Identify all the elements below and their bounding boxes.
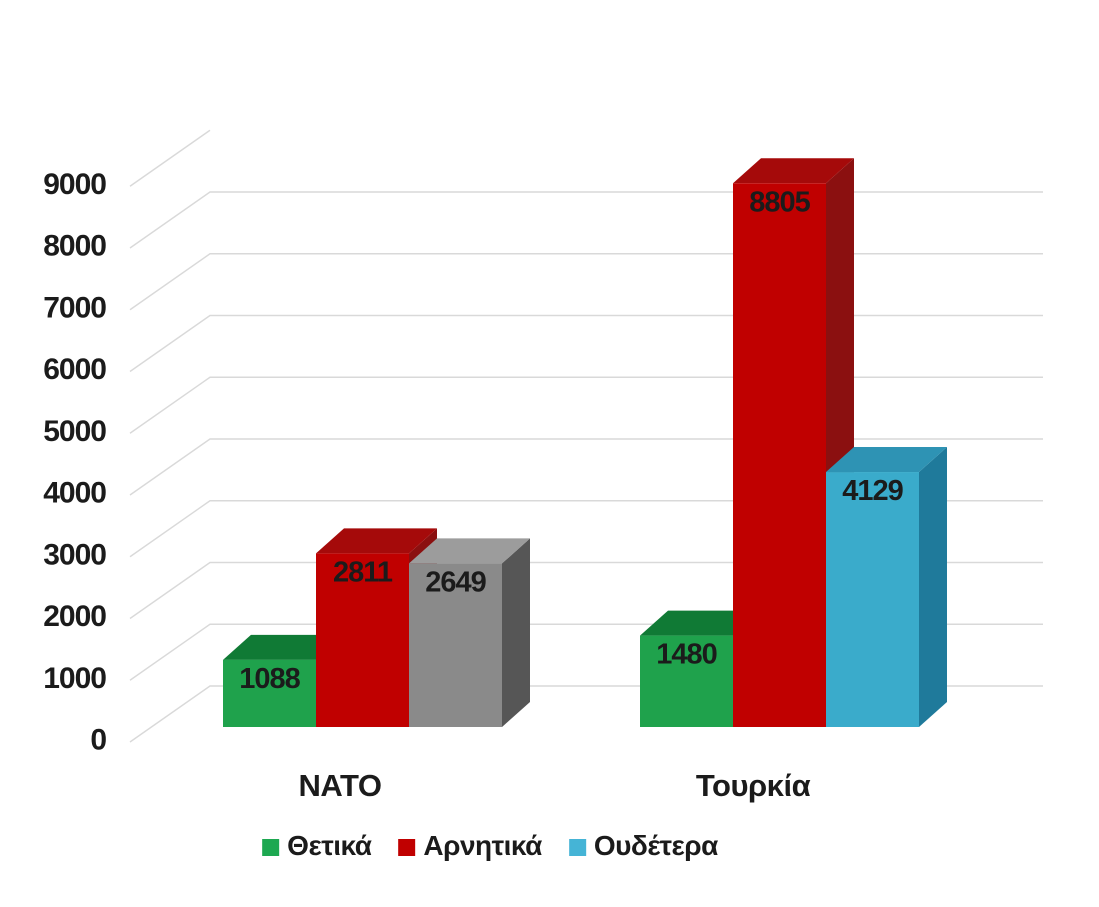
bar-top-face (316, 528, 437, 554)
bar-side-face (919, 447, 947, 727)
bar-top-face (640, 610, 761, 636)
legend-label-arnitika: Αρνητικά (423, 830, 542, 861)
gridline (129, 376, 1043, 434)
y-axis-tick-label: 4000 (43, 477, 106, 510)
gridlines (129, 129, 1043, 743)
bar-value-label: 8805 (749, 186, 810, 218)
y-axis-tick-label: 3000 (43, 538, 106, 571)
y-axis-tick-labels: 0 1000 2000 3000 4000 5000 6000 7000 8000 9000 (43, 168, 107, 757)
bar-front-face (733, 183, 826, 727)
bar-front-face (409, 563, 502, 727)
gridline (129, 191, 1043, 249)
legend-item-thetika: Θετικά (262, 830, 372, 862)
y-axis-tick-label: 9000 (43, 168, 106, 201)
bar-top-face (826, 447, 947, 473)
y-axis-tick-label: 6000 (43, 353, 106, 386)
chart-legend: Θετικά Αρνητικά Ουδέτερα (262, 830, 718, 862)
legend-swatch-thetika-icon (262, 838, 280, 856)
bar-front-face (640, 635, 733, 727)
legend-swatch-oudetera-icon (568, 838, 586, 856)
bar-front-face (223, 659, 316, 727)
bar-front-face (826, 472, 919, 727)
category-label-tourkia: Τουρκία (695, 768, 811, 803)
bar-value-label: 2649 (425, 566, 486, 598)
legend-swatch-arnitika-icon (398, 838, 416, 856)
bar-top-face (733, 158, 854, 184)
bar-value-label: 1088 (239, 663, 300, 695)
bar-NATO-Ουδέτερα: 2649 (409, 538, 530, 727)
bar-value-label: 2811 (333, 556, 393, 588)
legend-item-arnitika: Αρνητικά (398, 830, 542, 862)
gridline (129, 129, 211, 187)
bar-front-face (316, 553, 409, 727)
y-axis-tick-label: 8000 (43, 230, 106, 263)
legend-label-oudetera: Ουδέτερα (593, 830, 719, 861)
bar-side-face (502, 538, 530, 727)
bar-Τουρκία-Αρνητικά: 8805 (733, 158, 854, 727)
y-axis-tick-label: 0 (90, 724, 106, 757)
bar-value-label: 4129 (842, 475, 903, 507)
bar-top-face (409, 538, 530, 564)
y-axis-tick-label: 7000 (43, 291, 106, 324)
gridline (129, 314, 1043, 373)
y-axis-tick-label: 1000 (43, 662, 106, 695)
gridline (129, 253, 1043, 311)
bar-top-face (223, 634, 344, 660)
legend-item-oudetera: Ουδέτερα (568, 830, 719, 862)
bar-Τουρκία-Ουδέτερα: 4129 (826, 447, 947, 727)
category-label-nato: NATO (298, 768, 382, 803)
y-axis-tick-label: 5000 (43, 415, 106, 448)
bar-value-label: 1480 (656, 639, 717, 671)
y-axis-tick-label: 2000 (43, 600, 106, 633)
legend-label-thetika: Θετικά (287, 830, 372, 861)
